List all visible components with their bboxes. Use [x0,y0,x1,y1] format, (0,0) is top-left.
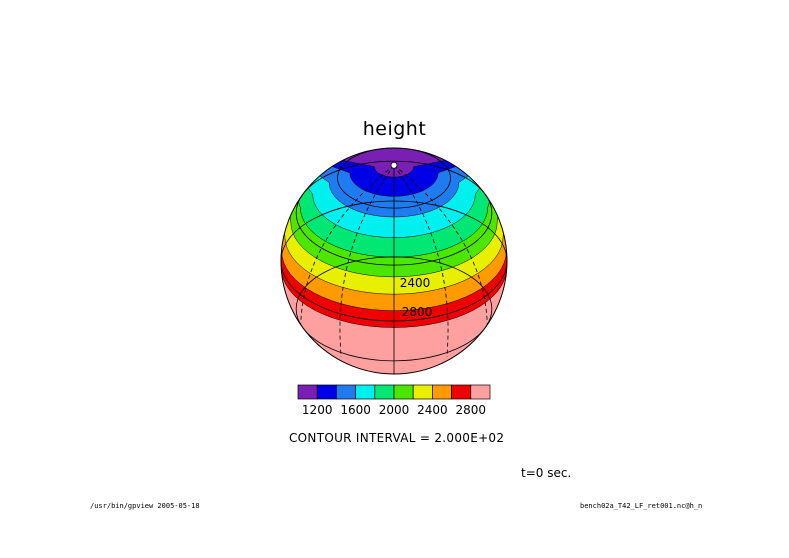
meridian-line [339,165,395,358]
contour-label-2800: 2800 [402,305,433,319]
footer-right: bench02a_T42_LF_ret001.nc@h_n [580,502,703,510]
colorbar-swatch-2400 [432,384,452,400]
colorbar-tick-1600: 1600 [340,403,371,417]
colorbar-ticks: 1200 1600 2000 2400 2800 [302,403,486,417]
footer-left: /usr/bin/gpview 2005-05-18 [90,502,200,510]
colorbar-swatch-2600 [451,384,472,400]
colorbar-tick-2800: 2800 [456,403,487,417]
colorbar-tick-2400: 2400 [417,403,448,417]
contour-interval-label: CONTOUR INTERVAL = 2.000E+02 [289,431,505,445]
colorbar-swatch-1000 [297,384,318,400]
contour-labels: 2400 2800 [390,161,433,319]
colorbar-swatch-1800 [374,384,395,400]
colorbar-tick-2000: 2000 [379,403,410,417]
colorbar-tick-1200: 1200 [302,403,333,417]
colorbar-swatch-1200 [316,384,337,400]
meridian-line [393,165,449,358]
contour-label-2400: 2400 [400,276,431,290]
colorbar [297,384,491,400]
chart-title: height [362,118,427,140]
globe-outline [280,147,508,375]
colorbar-swatch-2800 [470,384,491,400]
colorbar-swatch-1600 [355,384,376,400]
colorbar-swatch-1400 [336,384,356,400]
colorbar-swatch-2000 [393,384,414,400]
pole-marker [390,161,398,169]
time-label: t=0 sec. [521,466,572,480]
colorbar-swatch-2200 [412,384,433,400]
